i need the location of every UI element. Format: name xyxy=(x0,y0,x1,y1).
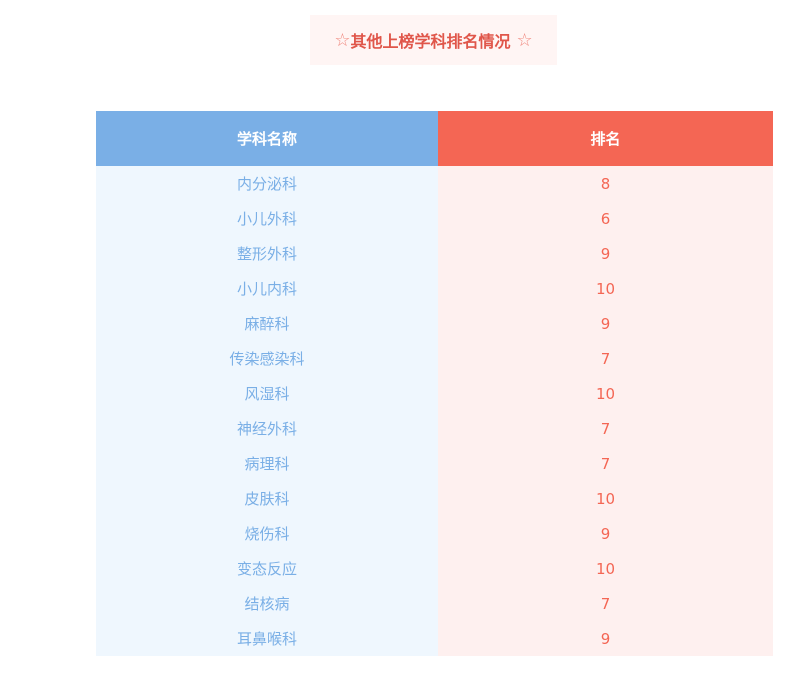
subject-cell: 烧伤科 xyxy=(96,516,438,551)
rank-cell: 10 xyxy=(438,376,773,411)
table-row: 整形外科 9 xyxy=(96,236,773,271)
subject-cell: 变态反应 xyxy=(96,551,438,586)
table-row: 病理科 7 xyxy=(96,446,773,481)
rank-cell: 10 xyxy=(438,271,773,306)
table-row: 传染感染科 7 xyxy=(96,341,773,376)
column-header-rank: 排名 xyxy=(438,111,773,166)
rank-cell: 6 xyxy=(438,201,773,236)
table-row: 小儿内科 10 xyxy=(96,271,773,306)
rank-cell: 7 xyxy=(438,411,773,446)
section-title-text: 其他上榜学科排名情况 xyxy=(350,32,511,51)
table-row: 神经外科 7 xyxy=(96,411,773,446)
table-row: 皮肤科 10 xyxy=(96,481,773,516)
subject-cell: 皮肤科 xyxy=(96,481,438,516)
table-row: 小儿外科 6 xyxy=(96,201,773,236)
rank-cell: 9 xyxy=(438,306,773,341)
table-header-row: 学科名称 排名 xyxy=(96,111,773,166)
table-row: 内分泌科 8 xyxy=(96,166,773,201)
subject-cell: 整形外科 xyxy=(96,236,438,271)
subject-cell: 内分泌科 xyxy=(96,166,438,201)
table-row: 耳鼻喉科 9 xyxy=(96,621,773,656)
subject-cell: 小儿外科 xyxy=(96,201,438,236)
subject-cell: 麻醉科 xyxy=(96,306,438,341)
table-row: 结核病 7 xyxy=(96,586,773,621)
rank-cell: 7 xyxy=(438,586,773,621)
rank-cell: 9 xyxy=(438,621,773,656)
subject-cell: 风湿科 xyxy=(96,376,438,411)
rank-cell: 7 xyxy=(438,341,773,376)
rank-cell: 10 xyxy=(438,481,773,516)
subject-cell: 结核病 xyxy=(96,586,438,621)
rank-cell: 10 xyxy=(438,551,773,586)
rank-cell: 8 xyxy=(438,166,773,201)
rank-cell: 9 xyxy=(438,516,773,551)
table-row: 烧伤科 9 xyxy=(96,516,773,551)
subject-cell: 神经外科 xyxy=(96,411,438,446)
subject-cell: 小儿内科 xyxy=(96,271,438,306)
table-row: 风湿科 10 xyxy=(96,376,773,411)
subject-cell: 耳鼻喉科 xyxy=(96,621,438,656)
subject-cell: 病理科 xyxy=(96,446,438,481)
rank-cell: 9 xyxy=(438,236,773,271)
rank-cell: 7 xyxy=(438,446,773,481)
star-icon: ☆ xyxy=(334,29,351,51)
section-title: ☆ 其他上榜学科排名情况 ☆ xyxy=(310,15,557,65)
star-icon: ☆ xyxy=(516,29,533,51)
table-row: 变态反应 10 xyxy=(96,551,773,586)
table-row: 麻醉科 9 xyxy=(96,306,773,341)
ranking-table: 学科名称 排名 内分泌科 8 小儿外科 6 整形外科 9 小儿内科 10 麻醉科 9 传染感染科 7 风… xyxy=(96,111,773,656)
subject-cell: 传染感染科 xyxy=(96,341,438,376)
column-header-subject: 学科名称 xyxy=(96,111,438,166)
